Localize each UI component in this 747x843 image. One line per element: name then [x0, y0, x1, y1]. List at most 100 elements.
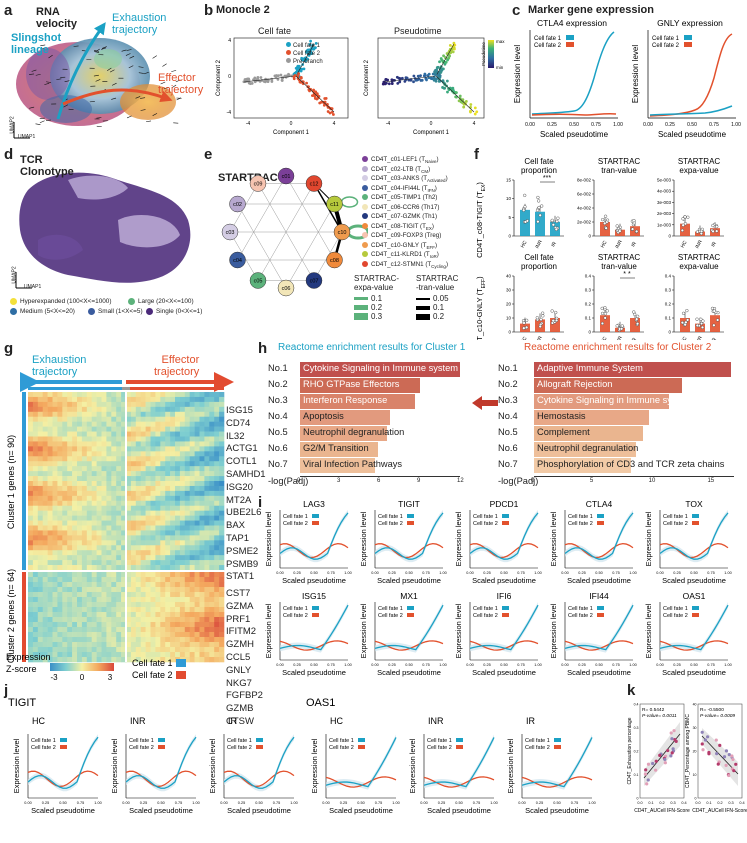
heatmap-cell — [106, 417, 111, 422]
heatmap-cell — [204, 397, 209, 402]
heatmap-cell — [102, 617, 107, 622]
heatmap-cell — [151, 466, 156, 471]
heatmap-cell — [151, 526, 156, 531]
legend-text: CD4T_c04-IFI44L (TIFN) — [371, 185, 437, 192]
heatmap-cell — [200, 657, 205, 662]
tran-title: -tran-value — [416, 283, 458, 292]
heatmap-cell — [204, 642, 209, 647]
heatmap-cell — [151, 392, 156, 397]
legend-text: Cell fate 2 — [568, 613, 593, 619]
heatmap-cell — [53, 657, 58, 662]
heatmap-cell — [141, 632, 146, 637]
heatmap-cell — [33, 526, 38, 531]
heatmap-cell — [97, 550, 102, 555]
heatmap-cell — [190, 652, 195, 657]
x-tick: 0.75 — [612, 663, 619, 667]
heatmap-cell — [200, 632, 205, 637]
heatmap-cell — [72, 627, 77, 632]
heatmap-cell — [116, 441, 121, 446]
heatmap-cell — [43, 506, 48, 511]
heatmap-cell — [53, 627, 58, 632]
legend-text: Cell fate 2 — [378, 613, 403, 619]
heatmap-cell — [92, 577, 97, 582]
cell-point — [465, 100, 468, 103]
heatmap-cell — [111, 511, 116, 516]
heatmap-cell — [160, 572, 165, 577]
heatmap-cell — [116, 597, 121, 602]
heatmap-cell — [151, 622, 156, 627]
heatmap-cell — [195, 392, 200, 397]
y-label: Expression level — [208, 738, 217, 793]
heatmap-cell — [106, 587, 111, 592]
heatmap-cell — [170, 555, 175, 560]
heatmap-cell — [38, 397, 43, 402]
heatmap-cell — [160, 545, 165, 550]
heatmap-cell — [77, 540, 82, 545]
legend-text: Cell fate 1 — [568, 514, 593, 520]
heatmap-cell — [43, 642, 48, 647]
cell-point — [423, 74, 426, 77]
heatmap-cell — [131, 587, 136, 592]
heatmap-cell — [38, 491, 43, 496]
heatmap-cell — [131, 511, 136, 516]
heatmap-cell — [195, 572, 200, 577]
heatmap-cell — [92, 476, 97, 481]
heatmap-cell — [111, 506, 116, 511]
heatmap-cell — [136, 592, 141, 597]
heatmap-cell — [62, 550, 67, 555]
heatmap-cell — [185, 422, 190, 427]
heatmap-cell — [170, 642, 175, 647]
heatmap-cell — [62, 486, 67, 491]
y-tick: 0.3 — [634, 726, 639, 730]
heatmap-cell — [67, 526, 72, 531]
heatmap-cell — [165, 486, 170, 491]
heatmap-cell — [190, 397, 195, 402]
heatmap-cell — [151, 432, 156, 437]
heatmap-cell — [111, 461, 116, 466]
heatmap-cell — [209, 422, 214, 427]
heatmap-cell — [209, 540, 214, 545]
heatmap-cell — [116, 481, 121, 486]
heatmap-cell — [82, 402, 87, 407]
heatmap-cell — [195, 627, 200, 632]
expa-title: STARTRAC- — [354, 274, 399, 283]
heatmap-cell — [57, 642, 62, 647]
heatmap-cell — [48, 582, 53, 587]
heatmap-cell — [165, 516, 170, 521]
heatmap-cell — [180, 577, 185, 582]
heatmap-cell — [204, 407, 209, 412]
heatmap-cell — [62, 545, 67, 550]
heatmap-cell — [111, 526, 116, 531]
legend-text: Cell fate 1 — [652, 36, 680, 42]
heatmap-cell — [165, 496, 170, 501]
heatmap-cell — [180, 572, 185, 577]
heatmap-cell — [62, 496, 67, 501]
legend-text: Large (20<X<=100) — [138, 298, 194, 305]
x-tick: 0.00 — [656, 571, 663, 575]
heatmap-cell — [72, 422, 77, 427]
heatmap-cell — [111, 555, 116, 560]
heatmap-cell — [92, 545, 97, 550]
heatmap-cell — [180, 506, 185, 511]
x-tick: 0.75 — [375, 801, 382, 805]
heatmap-cell — [28, 627, 33, 632]
heatmap-cell — [82, 496, 87, 501]
heatmap-cell — [180, 392, 185, 397]
heatmap-cell — [102, 446, 107, 451]
heatmap-cell — [170, 637, 175, 642]
heatmap-cell — [116, 555, 121, 560]
heatmap-cell — [57, 461, 62, 466]
heatmap-cell — [43, 481, 48, 486]
heatmap-cell — [146, 427, 151, 432]
x-tick: 0.00 — [561, 663, 568, 667]
heatmap-cell — [48, 577, 53, 582]
heatmap-cell — [155, 555, 160, 560]
cell-point — [398, 77, 401, 80]
heatmap-cell — [146, 476, 151, 481]
heatmap-cell — [62, 652, 67, 657]
heatmap-cell — [219, 437, 224, 442]
heatmap-cell — [190, 540, 195, 545]
heatmap-cell — [72, 446, 77, 451]
tran-title: STARTRAC — [416, 274, 458, 283]
heatmap-cell — [195, 607, 200, 612]
